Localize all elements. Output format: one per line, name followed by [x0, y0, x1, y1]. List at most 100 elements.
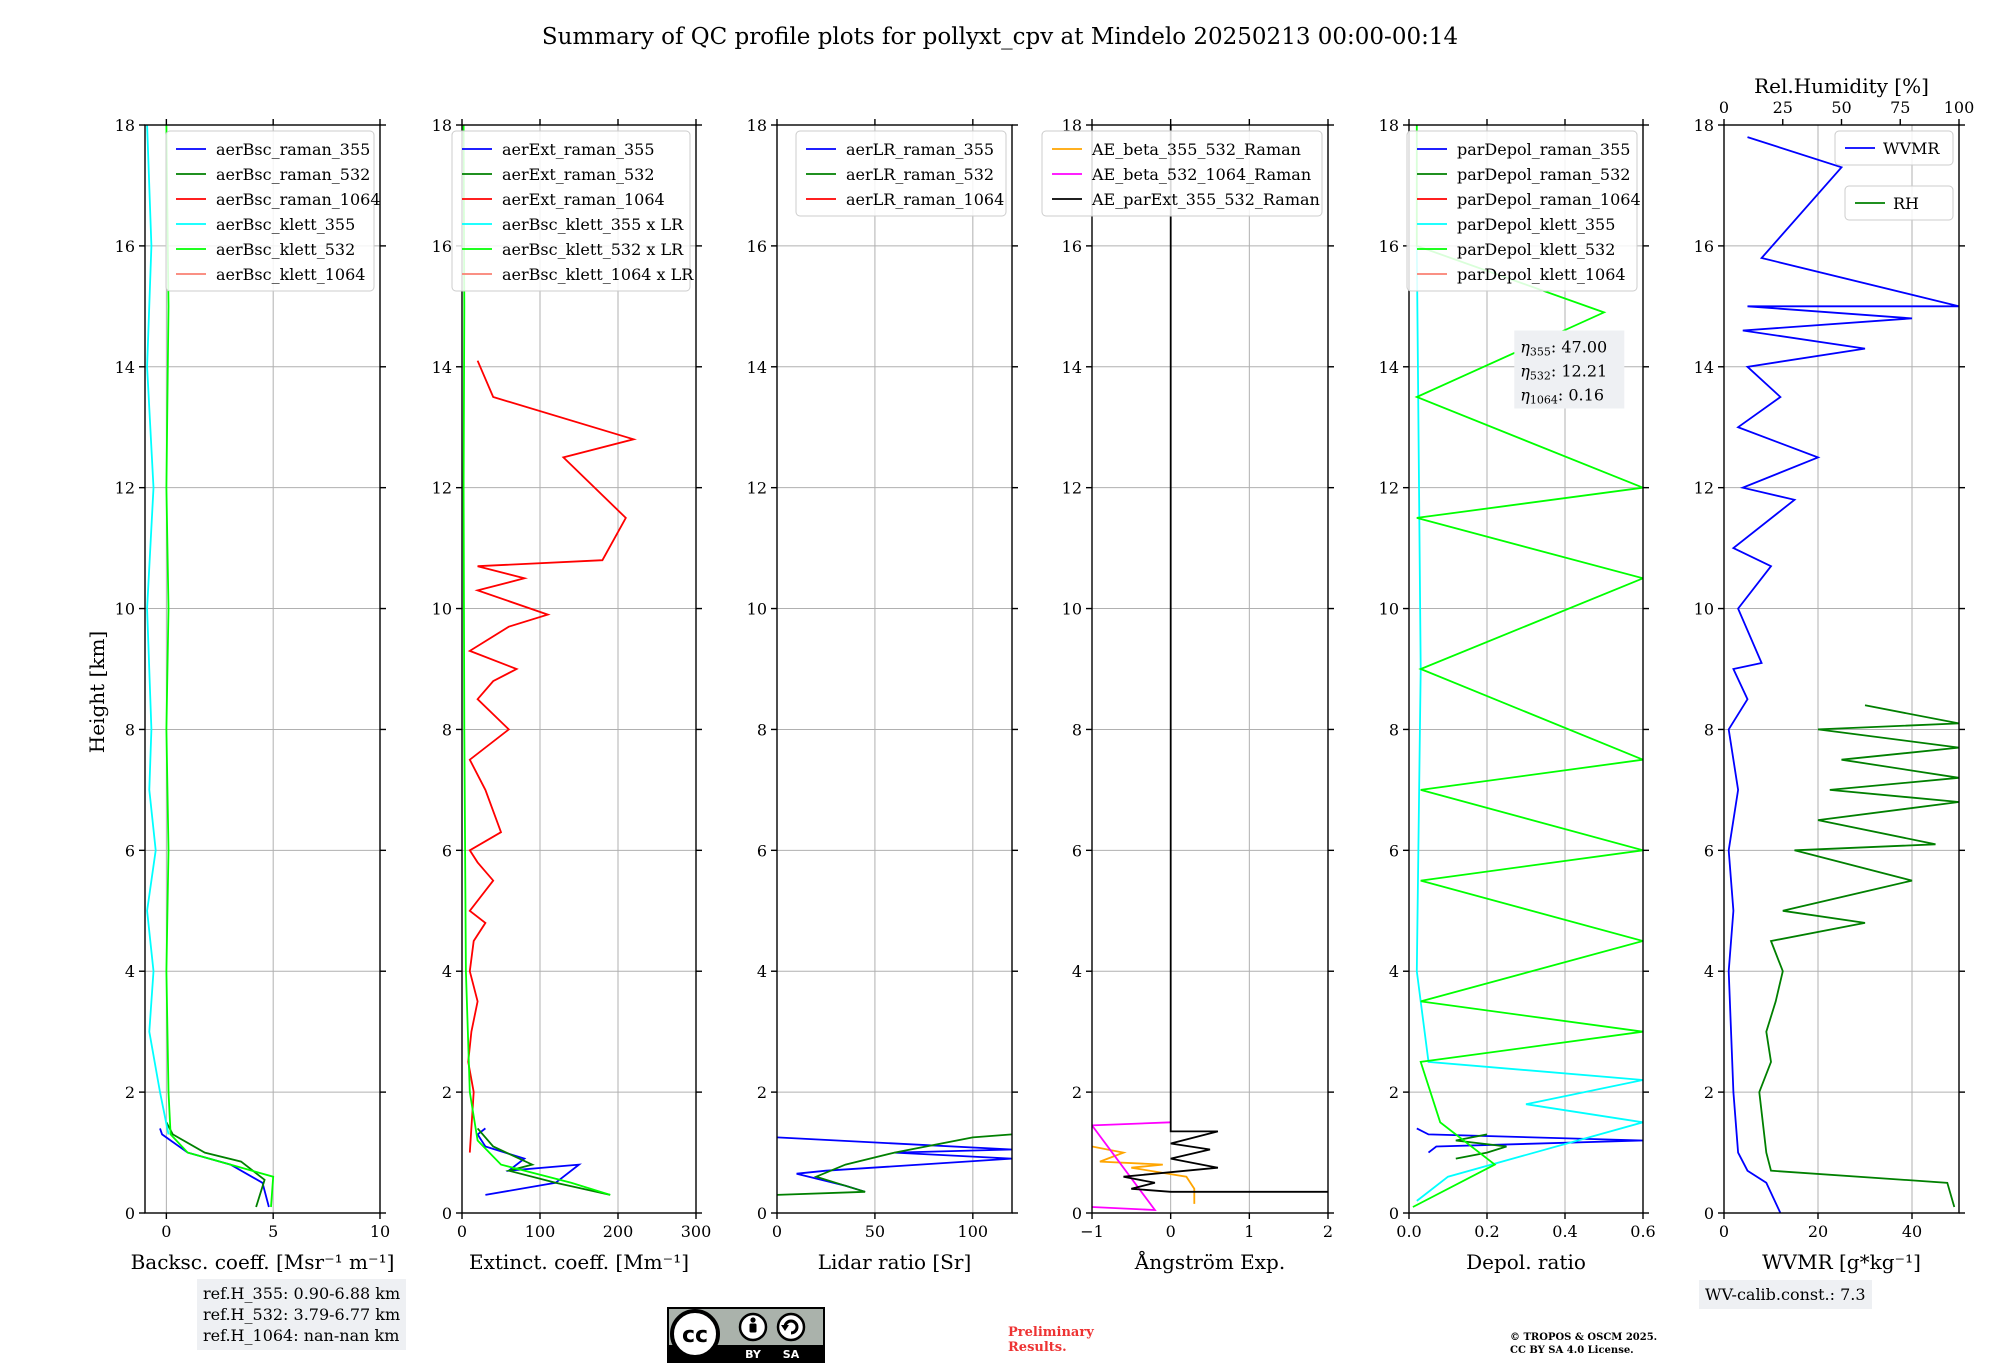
- legend-label: parDepol_raman_532: [1457, 165, 1630, 184]
- x-tick-label: 2: [1323, 1222, 1333, 1241]
- series-line-parDepol_raman_532: [1455, 1133, 1507, 1160]
- legend-label: aerBsc_klett_355: [216, 215, 355, 234]
- x-tick-label: 0.6: [1630, 1222, 1655, 1241]
- share-alike-icon: [781, 1319, 799, 1335]
- ref-height-1064: ref.H_1064: nan-nan km: [203, 1326, 400, 1345]
- y-tick-label: 6: [442, 841, 452, 860]
- y-tick-label: 16: [747, 237, 767, 256]
- cc-license-badge[interactable]: cc BY SA: [667, 1307, 825, 1363]
- legend: aerExt_raman_355 aerExt_raman_532 aerExt_r…: [451, 130, 694, 292]
- y-tick-label: 14: [115, 358, 135, 377]
- ref-height-box: ref.H_355: 0.90-6.88 km ref.H_532: 3.79-…: [197, 1279, 407, 1350]
- axes-frame: [1723, 124, 1960, 1214]
- y-tick-label: 6: [1704, 841, 1714, 860]
- axes-frame: [461, 124, 697, 1214]
- legend-label: aerBsc_klett_1064: [216, 265, 365, 284]
- x-tick-label: 0: [1719, 1222, 1729, 1241]
- x-tick-label: 50: [865, 1222, 885, 1241]
- x-axis-label: WVMR [g*kg⁻¹]: [1762, 1250, 1921, 1274]
- axes-frame: [1408, 124, 1644, 1214]
- y-tick-label: 2: [1072, 1083, 1082, 1102]
- series-line-WVMR: [1727, 136, 1959, 1213]
- legend-label: aerLR_raman_1064: [846, 190, 1004, 209]
- series-line-aerExt_raman_532: [476, 1127, 611, 1196]
- y-tick-label: 18: [1694, 116, 1714, 135]
- axes-frame: [776, 124, 1013, 1214]
- legend-box: [165, 130, 375, 292]
- legend-label: parDepol_klett_1064: [1457, 265, 1626, 284]
- legend: parDepol_raman_355 parDepol_raman_532 parD…: [1406, 130, 1641, 292]
- axes-frame: [144, 124, 381, 1214]
- y-tick-label: 4: [757, 962, 767, 981]
- legend-label: AE_parExt_355_532_Raman: [1091, 190, 1320, 209]
- y-tick-label: 6: [1389, 841, 1399, 860]
- legend-label: parDepol_klett_532: [1457, 240, 1615, 259]
- y-tick-label: 2: [1704, 1083, 1714, 1102]
- series-line-aerExt_raman_1064: [467, 360, 637, 1153]
- y-tick-label: 16: [1379, 237, 1399, 256]
- y-tick-label: 2: [1389, 1083, 1399, 1102]
- y-tick-label: 10: [1694, 600, 1714, 619]
- legend-label: aerBsc_klett_1064 x LR: [502, 265, 694, 284]
- x-tick-label: 20: [1808, 1222, 1828, 1241]
- y-tick-label: 8: [1072, 720, 1082, 739]
- copyright-line-2: CC BY SA 4.0 License.: [1510, 1345, 1634, 1356]
- x-tick-label: 0: [1166, 1222, 1176, 1241]
- y-tick-label: 16: [1062, 237, 1082, 256]
- legend-label: parDepol_raman_355: [1457, 140, 1630, 159]
- legend: AE_beta_355_532_Raman AE_beta_532_1064_Ra…: [1041, 130, 1323, 217]
- legend-label: aerBsc_raman_355: [216, 140, 370, 159]
- y-tick-label: 10: [747, 600, 767, 619]
- y-axis-label: Height [km]: [85, 631, 109, 753]
- series-line-AE_beta_532_1064_Raman: [1092, 1121, 1171, 1211]
- top-x-tick-label: 75: [1890, 98, 1910, 117]
- figure-title: Summary of QC profile plots for pollyxt_…: [542, 24, 1458, 50]
- legend-label: aerLR_raman_355: [846, 140, 994, 159]
- y-tick-label: 6: [1072, 841, 1082, 860]
- y-tick-label: 16: [432, 237, 452, 256]
- legend: RH: [1844, 185, 1954, 221]
- eta-1064: η1064: 0.16: [1520, 386, 1604, 407]
- y-tick-label: 14: [1062, 358, 1082, 377]
- y-tick-label: 18: [115, 116, 135, 135]
- axes-frame: [1091, 124, 1329, 1214]
- y-tick-label: 12: [1379, 479, 1399, 498]
- legend-box: [1406, 130, 1638, 292]
- legend-box: [1844, 185, 1954, 221]
- preliminary-line-1: Preliminary: [1008, 1325, 1094, 1340]
- y-tick-label: 4: [1072, 962, 1082, 981]
- legend-label: parDepol_klett_355: [1457, 215, 1615, 234]
- y-tick-label: 0: [757, 1204, 767, 1223]
- series-line-parDepol_klett_532: [1412, 125, 1643, 1208]
- series-line-aerBsc_raman_532: [165, 1121, 266, 1208]
- ref-height-532: ref.H_532: 3.79-6.77 km: [203, 1305, 401, 1324]
- legend-label: aerExt_raman_1064: [502, 190, 665, 209]
- x-tick-label: 100: [958, 1222, 989, 1241]
- y-tick-label: 18: [1062, 116, 1082, 135]
- by-label: BY: [745, 1348, 762, 1361]
- legend: aerBsc_raman_355 aerBsc_raman_532 aerBsc_r…: [165, 130, 381, 292]
- y-tick-label: 4: [1389, 962, 1399, 981]
- legend-label: aerBsc_klett_355 x LR: [502, 215, 684, 234]
- x-tick-label: 0: [161, 1222, 171, 1241]
- y-tick-label: 4: [1704, 962, 1714, 981]
- legend-label: parDepol_raman_1064: [1457, 190, 1641, 209]
- legend-label: aerBsc_raman_1064: [216, 190, 381, 209]
- legend-label: WVMR: [1883, 139, 1940, 158]
- y-tick-label: 8: [757, 720, 767, 739]
- series-group: [462, 125, 637, 1196]
- eta-box: [1514, 330, 1625, 409]
- x-tick-label: 300: [681, 1222, 712, 1241]
- preliminary-line-2: Results.: [1008, 1340, 1067, 1355]
- x-tick-label: 40: [1902, 1222, 1922, 1241]
- x-tick-label: 200: [603, 1222, 634, 1241]
- series-line-aerBsc_klett_532: [165, 125, 275, 1208]
- legend-label: aerLR_raman_532: [846, 165, 994, 184]
- y-tick-label: 8: [442, 720, 452, 739]
- legend: WVMR: [1834, 130, 1954, 166]
- top-x-axis-label: Rel.Humidity [%]: [1754, 74, 1929, 98]
- y-tick-label: 18: [432, 116, 452, 135]
- series-line-aerLR_raman_532: [777, 1133, 1012, 1196]
- series-line-parDepol_raman_355: [1416, 1127, 1643, 1154]
